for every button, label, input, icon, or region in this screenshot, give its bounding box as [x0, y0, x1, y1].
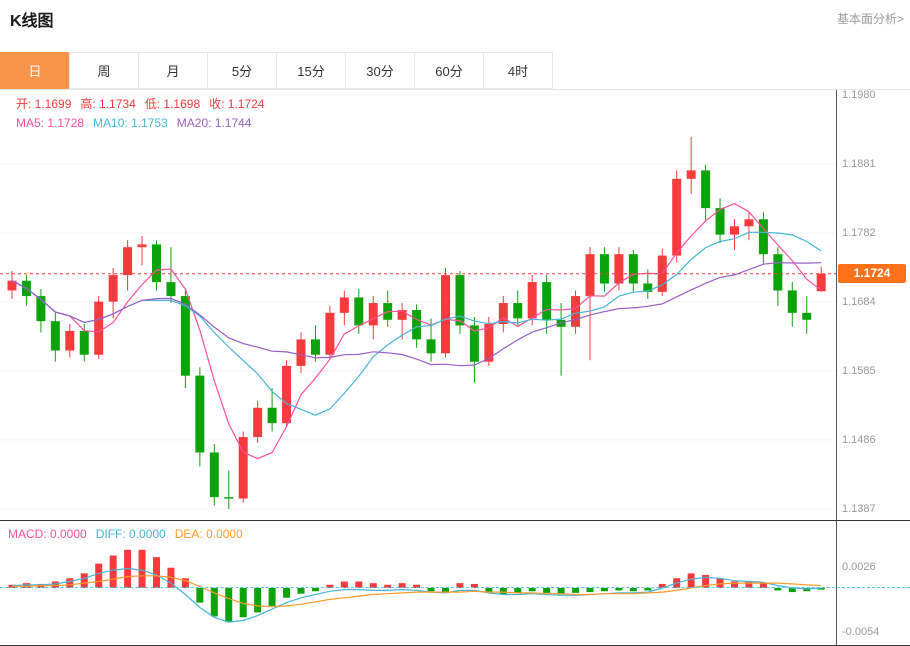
macd-legend: MACD: 0.0000 DIFF: 0.0000 DEA: 0.0000 [8, 527, 252, 541]
tab-60分[interactable]: 60分 [414, 52, 484, 89]
ohlc-legend: 开: 1.1699 高: 1.1734 低: 1.1698 收: 1.1724 [16, 95, 274, 112]
macd-legend-value: MACD: 0.0000 [8, 527, 87, 541]
macd-zero-line [0, 587, 910, 588]
ohlc-close: 收: 1.1724 [209, 97, 265, 111]
tab-4时[interactable]: 4时 [483, 52, 553, 89]
macd-axis-label: 0.0026 [842, 560, 876, 573]
tab-15分[interactable]: 15分 [276, 52, 346, 89]
tab-周[interactable]: 周 [69, 52, 139, 89]
ohlc-low: 低: 1.1698 [144, 97, 201, 111]
tab-日[interactable]: 日 [0, 52, 70, 89]
tabs-underline [0, 89, 910, 90]
ma20-legend: MA20: 1.1744 [176, 116, 252, 130]
right-axis-line [836, 90, 837, 646]
current-price-tag: 1.1724 [838, 263, 906, 283]
pane-divider [0, 520, 910, 521]
y-axis-label: 1.1684 [842, 295, 876, 308]
candlestick-chart[interactable] [0, 90, 836, 521]
macd-chart[interactable] [0, 522, 836, 646]
y-axis-label: 1.1486 [842, 433, 876, 446]
ohlc-high: 高: 1.1734 [80, 97, 136, 111]
y-axis-label: 1.1387 [842, 503, 876, 515]
ma10-legend: MA10: 1.1753 [93, 116, 168, 130]
diff-legend-value: DIFF: 0.0000 [95, 527, 166, 541]
page-title: K线图 [10, 13, 54, 30]
ma-legend: MA5: 1.1728 MA10: 1.1753 MA20: 1.1744 [16, 116, 260, 130]
period-tabs: 日周月 5分 15分 30分 60分 4时 [0, 52, 553, 89]
tab-30分[interactable]: 30分 [345, 52, 415, 89]
y-axis-label: 1.1782 [842, 227, 876, 240]
macd-axis-label: -0.0054 [842, 625, 880, 638]
dea-legend-value: DEA: 0.0000 [174, 527, 243, 541]
y-axis-label: 1.1980 [842, 89, 876, 101]
tab-月[interactable]: 月 [138, 52, 208, 89]
y-axis-label: 1.1881 [842, 158, 876, 171]
fundamental-analysis-link[interactable]: 基本面分析> [836, 12, 904, 26]
y-axis-label: 1.1585 [842, 364, 876, 377]
tab-5分[interactable]: 5分 [207, 52, 277, 89]
ma5-legend: MA5: 1.1728 [16, 116, 85, 130]
ohlc-open: 开: 1.1699 [16, 97, 72, 111]
